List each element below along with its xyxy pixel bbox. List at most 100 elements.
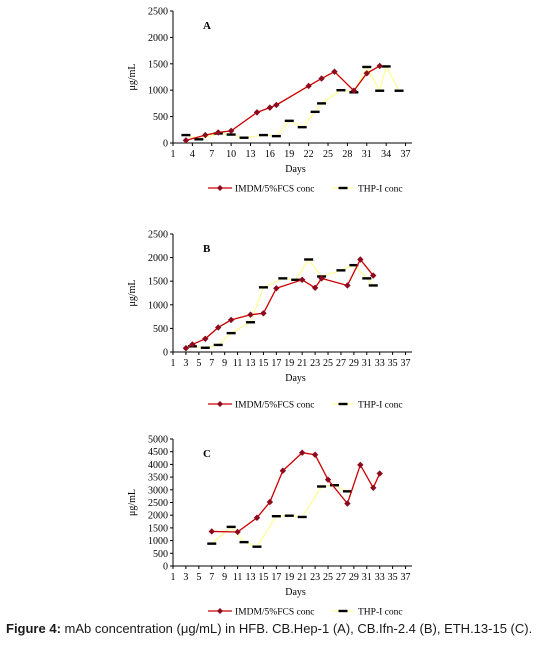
x-tick-label: 7 bbox=[209, 149, 214, 160]
y-tick-label: 3500 bbox=[148, 473, 168, 484]
series-thp-point bbox=[349, 263, 359, 267]
legend-imdm-marker bbox=[217, 401, 223, 407]
series-imdm-point bbox=[247, 311, 254, 318]
x-tick-label: 33 bbox=[375, 572, 385, 583]
series-imdm-point bbox=[318, 275, 325, 282]
series-imdm-point bbox=[376, 470, 383, 477]
series-imdm-point bbox=[215, 129, 222, 136]
y-axis-label: μg/mL bbox=[127, 489, 138, 516]
x-tick-label: 33 bbox=[375, 358, 385, 369]
y-tick-label: 1500 bbox=[148, 277, 168, 288]
series-imdm-point bbox=[357, 461, 364, 469]
x-tick-label: 25 bbox=[323, 358, 333, 369]
y-tick-label: 2000 bbox=[148, 511, 168, 522]
series-imdm-point bbox=[370, 272, 377, 279]
series-thp-point bbox=[207, 542, 217, 545]
y-tick-label: 3000 bbox=[148, 485, 168, 496]
y-tick-label: 0 bbox=[163, 562, 168, 573]
series-imdm-point bbox=[363, 70, 370, 77]
series-thp-point bbox=[291, 278, 301, 281]
legend: IMDM/5%FCS conc THP-I conc bbox=[208, 401, 403, 411]
series-imdm-point bbox=[234, 528, 241, 536]
panel-letter: B bbox=[203, 243, 211, 255]
series-imdm-point bbox=[227, 316, 235, 324]
series-thp-point bbox=[258, 286, 268, 289]
series-thp-point bbox=[362, 277, 372, 280]
x-tick-label: 31 bbox=[362, 572, 372, 583]
series-thp-point bbox=[271, 134, 281, 138]
x-tick-label: 15 bbox=[258, 358, 268, 369]
x-tick-label: 35 bbox=[388, 572, 398, 583]
series-thp-point bbox=[297, 515, 307, 519]
series-imdm-point bbox=[208, 528, 215, 535]
x-tick-label: 29 bbox=[349, 358, 359, 369]
y-tick-label: 0 bbox=[163, 348, 168, 359]
series-imdm-point bbox=[344, 282, 351, 289]
x-tick-label: 4 bbox=[190, 149, 195, 160]
series-imdm-point bbox=[311, 451, 319, 458]
series-imdm-point bbox=[350, 87, 358, 94]
y-tick-label: 2000 bbox=[148, 253, 168, 264]
series-imdm-point bbox=[331, 68, 338, 75]
figure-caption: Figure 4: mAb concentration (μg/mL) in H… bbox=[6, 620, 542, 637]
series-thp-point bbox=[258, 133, 268, 137]
y-tick-label: 0 bbox=[163, 139, 168, 150]
x-axis-label: Days bbox=[285, 373, 306, 384]
series-thp-point bbox=[284, 119, 294, 123]
legend-imdm-label: IMDM/5%FCS conc bbox=[235, 608, 314, 618]
series-thp-point bbox=[226, 133, 236, 136]
series-thp-point bbox=[194, 138, 204, 141]
x-tick-label: 3 bbox=[183, 358, 188, 369]
series-imdm-point bbox=[189, 341, 196, 348]
y-tick-label: 2500 bbox=[148, 7, 168, 18]
y-tick-label: 4000 bbox=[148, 460, 168, 471]
series-thp-line bbox=[185, 64, 400, 140]
series-imdm-point bbox=[318, 75, 325, 82]
x-tick-label: 17 bbox=[271, 572, 281, 583]
legend-imdm-label: IMDM/5%FCS conc bbox=[235, 401, 314, 411]
x-tick-label: 28 bbox=[342, 149, 352, 160]
legend-thp-label: THP-I conc bbox=[358, 608, 403, 618]
series-thp-point bbox=[375, 89, 385, 92]
y-tick-label: 500 bbox=[153, 549, 168, 560]
series-imdm-point bbox=[202, 335, 209, 342]
series-imdm-point bbox=[202, 131, 209, 139]
y-tick-label: 2500 bbox=[148, 498, 168, 509]
series-imdm-point bbox=[266, 104, 274, 111]
x-tick-label: 22 bbox=[304, 149, 314, 160]
y-tick-label: 500 bbox=[153, 112, 168, 123]
x-tick-label: 35 bbox=[388, 358, 398, 369]
y-tick-label: 4500 bbox=[148, 447, 168, 458]
series-imdm-point bbox=[260, 310, 267, 317]
series-imdm-point bbox=[253, 109, 261, 116]
caption-text: mAb concentration (μg/mL) in HFB. CB.Hep… bbox=[60, 621, 533, 636]
x-tick-label: 5 bbox=[196, 358, 201, 369]
series-thp-point bbox=[226, 331, 236, 335]
y-tick-label: 5000 bbox=[148, 435, 168, 446]
series-imdm-point bbox=[253, 514, 261, 521]
series-thp-point bbox=[317, 102, 327, 105]
x-tick-label: 1 bbox=[171, 149, 176, 160]
x-tick-label: 31 bbox=[362, 149, 372, 160]
x-tick-label: 9 bbox=[222, 358, 227, 369]
series-imdm-point bbox=[311, 284, 319, 292]
x-tick-label: 19 bbox=[284, 572, 294, 583]
y-axis-label: μg/mL bbox=[127, 63, 138, 90]
x-tick-label: 23 bbox=[310, 358, 320, 369]
panel-a: 0 500 1000 1500 2000 2500 1 4 7 10 13 16 19 22 25 28 31 3… bbox=[127, 7, 412, 195]
legend-thp-label: THP-I conc bbox=[358, 401, 403, 411]
y-tick-label: 1000 bbox=[148, 86, 168, 97]
series-thp-point bbox=[278, 277, 288, 280]
series-thp-point bbox=[181, 133, 191, 137]
x-tick-label: 5 bbox=[196, 572, 201, 583]
series-imdm-point bbox=[273, 101, 280, 109]
panel-letter: A bbox=[203, 20, 211, 32]
series-imdm-point bbox=[357, 256, 364, 263]
x-tick-label: 21 bbox=[297, 358, 307, 369]
series-imdm-point bbox=[182, 137, 190, 144]
y-tick-label: 2000 bbox=[148, 33, 168, 44]
series-thp-point bbox=[394, 89, 404, 92]
series-thp-line bbox=[192, 258, 374, 349]
